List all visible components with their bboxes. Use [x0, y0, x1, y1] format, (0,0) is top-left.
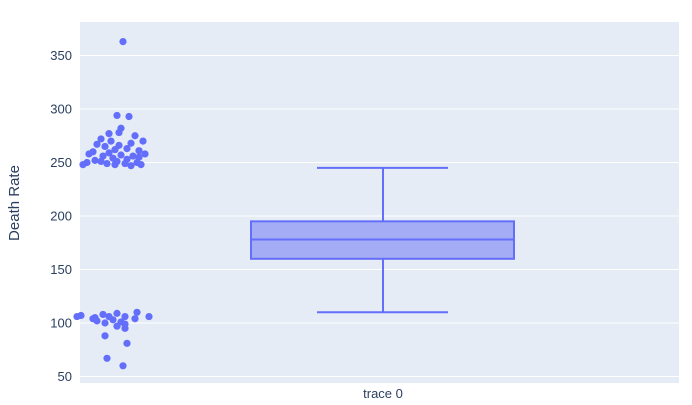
data-point [119, 37, 127, 46]
data-point [119, 362, 127, 370]
y-tick-label: 250 [50, 155, 72, 170]
data-point [123, 144, 131, 153]
data-point [101, 332, 109, 340]
data-point [121, 312, 129, 321]
data-point [111, 161, 119, 169]
data-point [137, 161, 145, 169]
box-trace[interactable] [250, 166, 515, 314]
data-point [145, 312, 153, 321]
y-tick-label: 350 [50, 48, 72, 63]
data-point [105, 149, 113, 157]
data-point [103, 159, 111, 168]
y-tick-label: 100 [50, 316, 72, 331]
data-point [97, 135, 105, 143]
data-point [115, 128, 123, 137]
data-point [117, 151, 125, 159]
data-point [107, 137, 115, 145]
data-point [101, 142, 109, 151]
data-point [103, 354, 111, 362]
data-point [133, 308, 141, 316]
data-point [97, 157, 105, 166]
data-point [113, 111, 121, 120]
data-point [121, 159, 129, 168]
data-point [113, 309, 121, 317]
data-point [123, 339, 131, 347]
data-point [113, 322, 121, 330]
data-point [85, 150, 93, 158]
x-tick-label: trace 0 [363, 386, 403, 401]
data-point [93, 317, 101, 325]
data-point [131, 132, 139, 140]
y-tick-label: 300 [50, 102, 72, 117]
data-point [135, 147, 143, 155]
y-axis-title: Death Rate [6, 165, 23, 241]
data-point [99, 310, 107, 319]
y-tick-label: 150 [50, 262, 72, 277]
data-point [93, 140, 101, 148]
data-point [131, 315, 139, 323]
data-point [101, 319, 109, 327]
data-point [109, 316, 117, 324]
plot-background [80, 22, 679, 383]
y-tick-label: 50 [58, 369, 72, 384]
data-point [139, 137, 147, 145]
data-point [127, 139, 135, 147]
data-point [91, 156, 99, 164]
y-gridlines [80, 55, 679, 377]
data-point [125, 112, 133, 121]
y-axis-ticks: 50 100 150 200 250 300 350 [50, 48, 72, 384]
data-point [73, 312, 81, 321]
data-point [129, 152, 137, 160]
data-point [79, 161, 87, 169]
data-point [121, 324, 129, 332]
data-point [105, 130, 113, 138]
data-points [73, 37, 153, 370]
y-tick-label: 200 [50, 209, 72, 224]
data-point [111, 146, 119, 154]
data-point [127, 162, 135, 170]
data-point [141, 150, 149, 158]
